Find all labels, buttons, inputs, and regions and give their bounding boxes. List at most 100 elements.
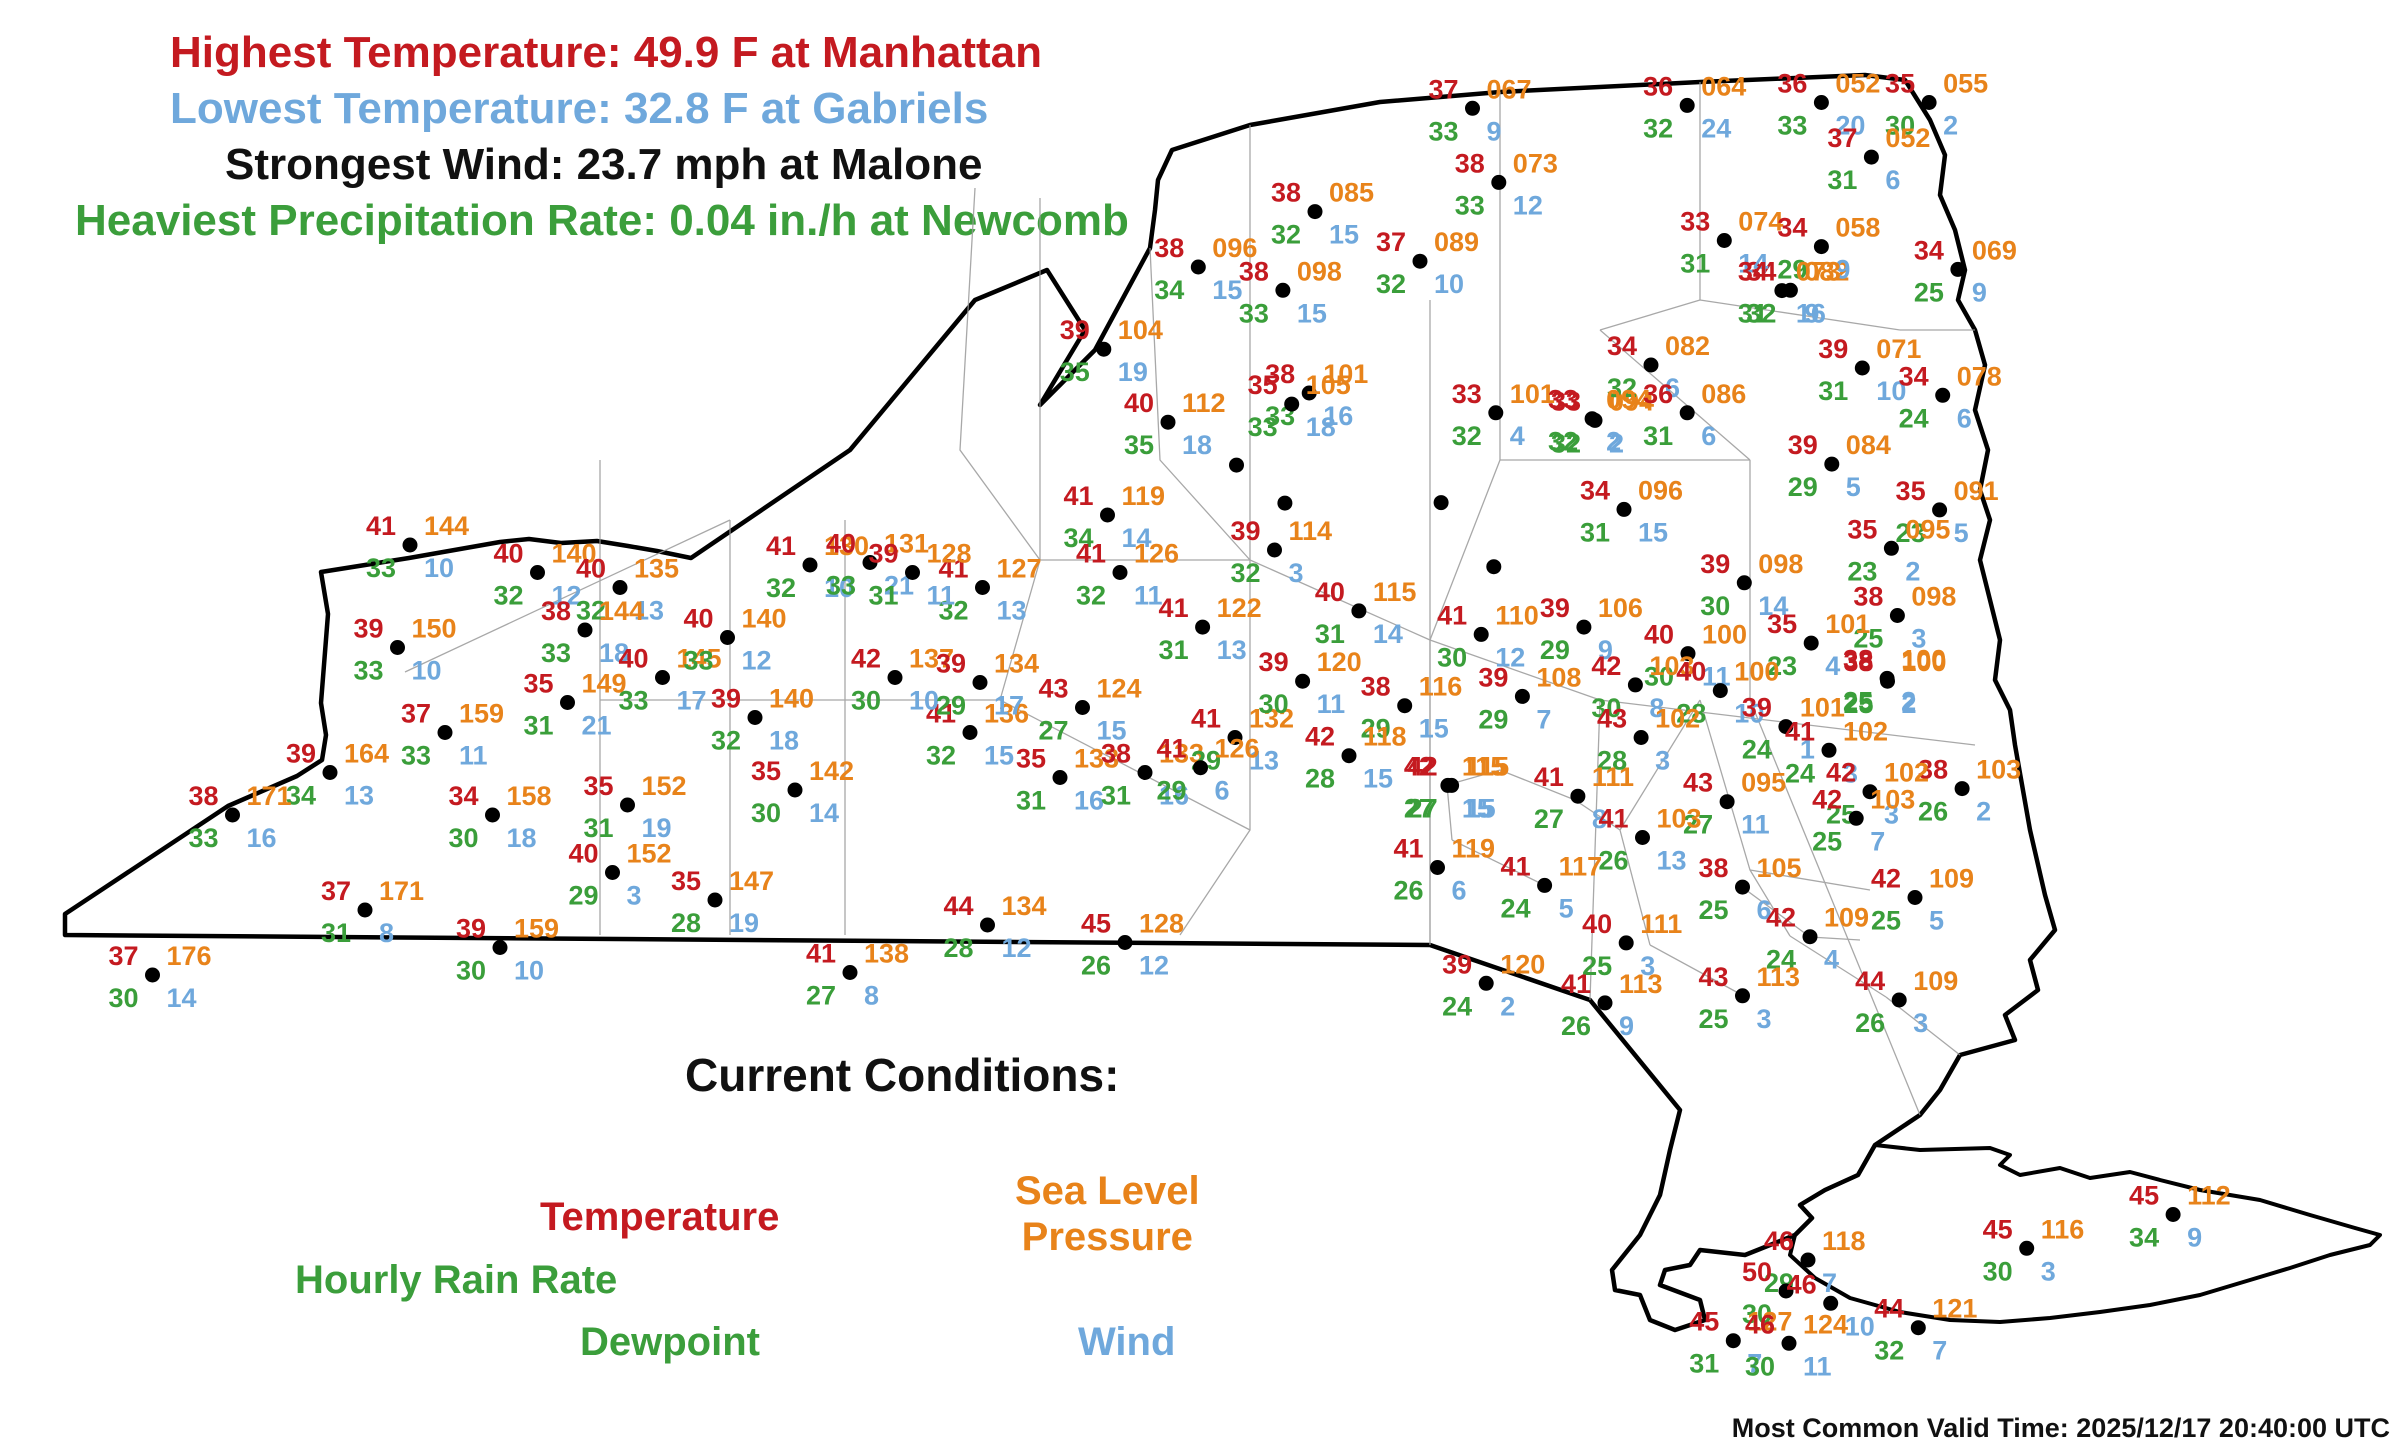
svg-text:33: 33 bbox=[1239, 298, 1269, 328]
svg-text:134: 134 bbox=[994, 649, 1039, 679]
svg-text:34: 34 bbox=[1154, 275, 1184, 305]
svg-text:11: 11 bbox=[927, 581, 956, 611]
svg-text:118: 118 bbox=[1822, 1226, 1866, 1256]
svg-text:14: 14 bbox=[809, 798, 839, 828]
svg-text:19: 19 bbox=[1118, 357, 1148, 387]
svg-text:35: 35 bbox=[1896, 476, 1926, 506]
svg-text:44: 44 bbox=[1874, 1294, 1904, 1324]
svg-text:140: 140 bbox=[769, 684, 814, 714]
svg-text:171: 171 bbox=[247, 781, 292, 811]
svg-text:40: 40 bbox=[568, 839, 598, 869]
svg-text:39: 39 bbox=[1060, 315, 1090, 345]
svg-text:25: 25 bbox=[1698, 895, 1728, 925]
svg-text:16: 16 bbox=[1074, 786, 1104, 816]
svg-text:30: 30 bbox=[851, 686, 881, 716]
svg-text:101: 101 bbox=[1825, 609, 1870, 639]
svg-text:40: 40 bbox=[1676, 657, 1706, 687]
svg-text:11: 11 bbox=[459, 741, 488, 771]
svg-text:42: 42 bbox=[1871, 864, 1901, 894]
svg-text:32: 32 bbox=[1643, 113, 1673, 143]
svg-text:33: 33 bbox=[1452, 379, 1482, 409]
svg-text:33: 33 bbox=[366, 553, 396, 583]
svg-text:39: 39 bbox=[868, 539, 898, 569]
svg-text:38: 38 bbox=[1853, 582, 1883, 612]
svg-text:120: 120 bbox=[1500, 949, 1545, 979]
svg-text:31: 31 bbox=[1689, 1349, 1719, 1379]
svg-text:45: 45 bbox=[2129, 1181, 2159, 1211]
svg-text:35: 35 bbox=[1016, 744, 1046, 774]
svg-text:096: 096 bbox=[1638, 475, 1683, 505]
svg-text:38: 38 bbox=[1361, 672, 1391, 702]
svg-text:36: 36 bbox=[1643, 379, 1673, 409]
svg-text:41: 41 bbox=[1159, 593, 1189, 623]
svg-text:9: 9 bbox=[2187, 1223, 2202, 1253]
svg-text:33: 33 bbox=[826, 571, 856, 601]
svg-text:37: 37 bbox=[401, 699, 431, 729]
svg-text:071: 071 bbox=[1876, 334, 1921, 364]
svg-text:33: 33 bbox=[1548, 385, 1578, 415]
svg-text:8: 8 bbox=[379, 918, 394, 948]
svg-text:38: 38 bbox=[1455, 148, 1485, 178]
svg-text:116: 116 bbox=[1419, 672, 1463, 702]
svg-text:082: 082 bbox=[1665, 331, 1710, 361]
svg-text:114: 114 bbox=[1289, 516, 1333, 546]
svg-text:31: 31 bbox=[1159, 635, 1189, 665]
svg-text:29: 29 bbox=[1156, 776, 1186, 806]
svg-text:12: 12 bbox=[1002, 933, 1032, 963]
svg-text:39: 39 bbox=[1742, 693, 1772, 723]
svg-text:2: 2 bbox=[1606, 427, 1621, 457]
svg-text:36: 36 bbox=[1643, 71, 1673, 101]
svg-text:4: 4 bbox=[1510, 421, 1525, 451]
svg-text:45: 45 bbox=[1983, 1214, 2013, 1244]
svg-text:14: 14 bbox=[1373, 619, 1403, 649]
svg-text:39: 39 bbox=[1700, 549, 1730, 579]
svg-text:158: 158 bbox=[507, 781, 552, 811]
svg-text:33: 33 bbox=[541, 638, 571, 668]
svg-text:117: 117 bbox=[1559, 851, 1603, 881]
svg-text:103: 103 bbox=[1657, 804, 1702, 834]
svg-text:052: 052 bbox=[1835, 69, 1880, 99]
svg-text:3: 3 bbox=[1289, 558, 1304, 588]
svg-text:25: 25 bbox=[1871, 906, 1901, 936]
svg-text:41: 41 bbox=[1534, 762, 1564, 792]
svg-text:115: 115 bbox=[1462, 751, 1506, 781]
svg-text:35: 35 bbox=[1847, 514, 1877, 544]
svg-text:6: 6 bbox=[1701, 421, 1716, 451]
svg-text:10: 10 bbox=[1434, 269, 1464, 299]
svg-text:41: 41 bbox=[1191, 704, 1221, 734]
svg-text:41: 41 bbox=[1501, 851, 1531, 881]
svg-text:126: 126 bbox=[1134, 539, 1179, 569]
svg-text:31: 31 bbox=[1738, 299, 1768, 329]
svg-text:38: 38 bbox=[541, 596, 571, 626]
svg-text:27: 27 bbox=[1534, 804, 1564, 834]
svg-text:37: 37 bbox=[1428, 74, 1458, 104]
svg-text:095: 095 bbox=[1905, 514, 1950, 544]
svg-text:40: 40 bbox=[1644, 620, 1674, 650]
svg-text:33: 33 bbox=[1248, 412, 1278, 442]
svg-text:31: 31 bbox=[1818, 376, 1848, 406]
svg-text:32: 32 bbox=[1076, 581, 1106, 611]
svg-text:32: 32 bbox=[1271, 220, 1301, 250]
svg-text:17: 17 bbox=[994, 691, 1024, 721]
svg-text:39: 39 bbox=[286, 739, 316, 769]
svg-text:176: 176 bbox=[167, 941, 212, 971]
svg-text:112: 112 bbox=[1182, 388, 1226, 418]
svg-text:24: 24 bbox=[1742, 735, 1772, 765]
svg-text:5: 5 bbox=[1929, 906, 1944, 936]
svg-text:3: 3 bbox=[1913, 1008, 1928, 1038]
svg-text:13: 13 bbox=[1217, 635, 1247, 665]
svg-text:39: 39 bbox=[1259, 647, 1289, 677]
svg-text:34: 34 bbox=[1580, 475, 1610, 505]
svg-text:26: 26 bbox=[1598, 846, 1628, 876]
svg-text:45: 45 bbox=[1081, 909, 1111, 939]
svg-text:085: 085 bbox=[1329, 178, 1374, 208]
svg-text:30: 30 bbox=[1700, 591, 1730, 621]
svg-text:38: 38 bbox=[1843, 647, 1873, 677]
svg-text:10: 10 bbox=[424, 553, 454, 583]
svg-text:32: 32 bbox=[1874, 1336, 1904, 1366]
svg-text:32: 32 bbox=[711, 726, 741, 756]
svg-text:098: 098 bbox=[1911, 582, 1956, 612]
svg-text:46: 46 bbox=[1787, 1269, 1817, 1299]
svg-text:29: 29 bbox=[1540, 635, 1570, 665]
svg-text:2: 2 bbox=[1976, 797, 1991, 827]
